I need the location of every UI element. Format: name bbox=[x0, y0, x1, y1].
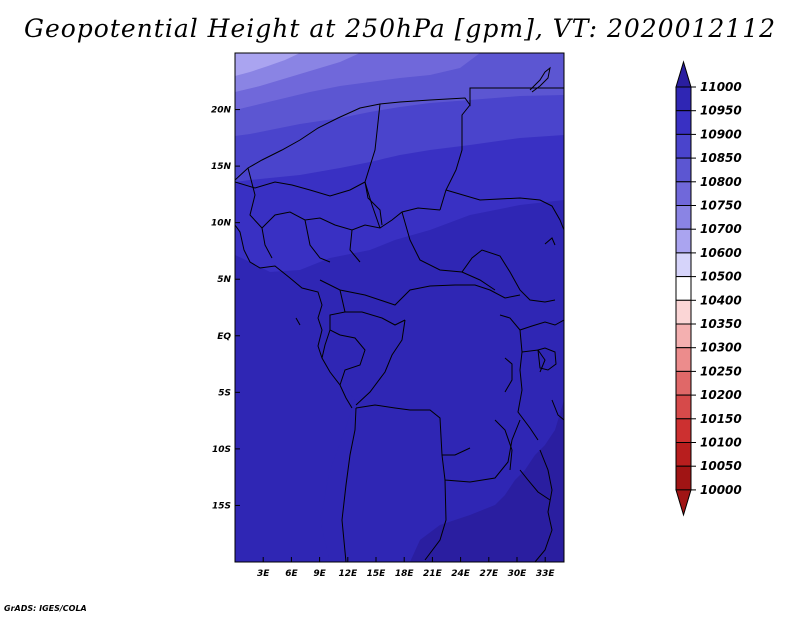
y-axis-labels: 20N 15N 10N 5N EQ 5S 10S 15S bbox=[211, 106, 232, 512]
x-axis-labels: 3E 6E 9E 12E 15E 18E 21E 24E 27E 30E 33E bbox=[257, 569, 555, 579]
colorbar-swatch bbox=[675, 252, 692, 278]
colorbar-label: 10750 bbox=[700, 199, 742, 213]
x-tick-label: 18E bbox=[395, 569, 415, 579]
x-tick-label: 15E bbox=[367, 569, 387, 579]
contour-field bbox=[235, 53, 564, 562]
colorbar-swatch bbox=[675, 442, 692, 467]
colorbar-swatch bbox=[675, 205, 692, 230]
colorbar-label: 10400 bbox=[700, 293, 742, 307]
colorbar-label: 10250 bbox=[700, 364, 742, 378]
colorbar-swatch bbox=[675, 133, 692, 159]
colorbar-label: 10600 bbox=[700, 246, 742, 260]
colorbar-label: 10300 bbox=[700, 341, 742, 355]
colorbar-label: 10000 bbox=[700, 483, 742, 497]
x-tick-label: 24E bbox=[451, 569, 471, 579]
x-tick-label: 21E bbox=[423, 569, 443, 579]
y-tick-label: 5N bbox=[217, 275, 231, 285]
x-tick-label: 12E bbox=[338, 569, 358, 579]
colorbar-label: 10850 bbox=[700, 151, 742, 165]
colorbar-swatch bbox=[675, 110, 692, 135]
colorbar-swatch bbox=[675, 347, 692, 372]
x-tick-label: 27E bbox=[479, 569, 499, 579]
colorbar-swatch bbox=[675, 465, 692, 491]
x-tick-label: 6E bbox=[285, 569, 298, 579]
y-tick-label: 15S bbox=[212, 501, 231, 511]
y-tick-label: 20N bbox=[211, 106, 232, 116]
colorbar-swatch bbox=[675, 86, 692, 112]
colorbar-label: 10200 bbox=[700, 388, 742, 402]
colorbar-label: 10500 bbox=[700, 270, 742, 284]
y-tick-label: EQ bbox=[217, 332, 231, 342]
colorbar-swatch bbox=[675, 157, 692, 183]
colorbar-label: 10350 bbox=[700, 317, 742, 331]
colorbar-swatch bbox=[675, 323, 692, 349]
colorbar-label: 10950 bbox=[700, 104, 742, 118]
colorbar-label: 10050 bbox=[700, 459, 742, 473]
colorbar-swatch bbox=[675, 394, 692, 420]
colorbar-label: 10800 bbox=[700, 175, 742, 189]
grads-credit: GrADS: IGES/COLA bbox=[4, 604, 87, 613]
y-tick-label: 10N bbox=[211, 219, 232, 229]
colorbar-swatch bbox=[675, 181, 692, 207]
band-10700 bbox=[235, 53, 300, 76]
band-11000-southwest bbox=[235, 380, 355, 562]
y-tick-label: 10S bbox=[212, 445, 231, 455]
x-tick-label: 3E bbox=[257, 569, 270, 579]
colorbar: 11000 10950 10900 10850 10800 10750 10700 10600… bbox=[675, 60, 742, 517]
x-tick-label: 33E bbox=[536, 569, 556, 579]
map-frame bbox=[234, 52, 565, 563]
colorbar-label: 10700 bbox=[700, 222, 742, 236]
colorbar-label: 10150 bbox=[700, 412, 742, 426]
colorbar-bottom-arrow bbox=[675, 489, 692, 517]
colorbar-swatch bbox=[675, 299, 692, 325]
colorbar-top-arrow bbox=[675, 60, 692, 88]
chart-title: Geopotential Height at 250hPa [gpm], VT:… bbox=[23, 14, 777, 43]
y-tick-label: 15N bbox=[211, 162, 232, 172]
colorbar-label: 11000 bbox=[700, 80, 742, 94]
colorbar-swatch bbox=[675, 276, 692, 301]
colorbar-swatch bbox=[675, 370, 692, 396]
y-tick-label: 5S bbox=[218, 388, 231, 398]
x-tick-label: 30E bbox=[508, 569, 528, 579]
colorbar-swatch bbox=[675, 228, 692, 254]
colorbar-swatch bbox=[675, 418, 692, 443]
country-borders bbox=[235, 66, 564, 562]
colorbar-label: 10100 bbox=[700, 436, 742, 450]
colorbar-label: 10900 bbox=[700, 127, 742, 141]
axis-ticks bbox=[235, 109, 546, 562]
x-tick-label: 9E bbox=[313, 569, 326, 579]
